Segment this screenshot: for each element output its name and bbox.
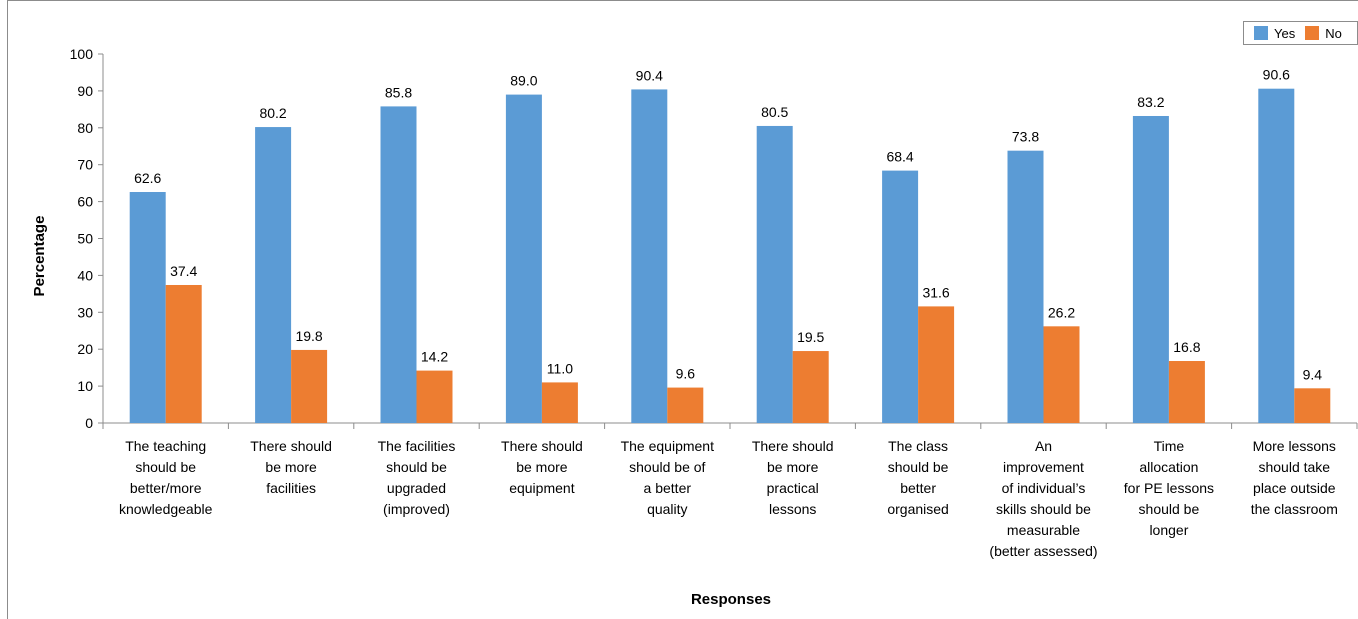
x-tick-label: An improvement of individual’s skills shoul… bbox=[989, 438, 1097, 559]
data-label-no: 19.5 bbox=[797, 329, 824, 345]
bar-no bbox=[416, 370, 453, 423]
y-tick-label: 40 bbox=[77, 267, 93, 283]
y-tick-label: 60 bbox=[77, 194, 93, 210]
bar-no bbox=[792, 351, 829, 423]
bar-yes bbox=[1258, 88, 1295, 423]
bar-yes bbox=[129, 192, 166, 423]
data-label-no: 31.6 bbox=[922, 284, 949, 300]
data-label-no: 26.2 bbox=[1048, 304, 1075, 320]
data-label-yes: 68.4 bbox=[886, 149, 913, 165]
bar-no bbox=[918, 306, 955, 423]
bar-yes bbox=[255, 127, 292, 423]
data-label-no: 14.2 bbox=[421, 349, 448, 365]
bar-yes bbox=[882, 170, 919, 423]
legend: Yes No bbox=[1243, 21, 1358, 45]
x-tick-label: There should be more equipment bbox=[501, 438, 583, 496]
x-tick-label: The equipment should be of a better quality bbox=[621, 438, 715, 517]
data-label-yes: 62.6 bbox=[134, 170, 161, 186]
legend-item-no: No bbox=[1305, 26, 1342, 41]
bar-yes bbox=[505, 94, 542, 423]
bar-no bbox=[1294, 388, 1331, 423]
y-tick-label: 90 bbox=[77, 83, 93, 99]
x-tick-label: The class should be better organised bbox=[887, 438, 949, 517]
y-tick-label: 0 bbox=[85, 415, 93, 431]
x-tick-label: More lessons should take place outside the … bbox=[1251, 438, 1338, 517]
data-label-yes: 85.8 bbox=[385, 84, 412, 100]
chart-frame bbox=[7, 0, 1358, 619]
bar-yes bbox=[380, 106, 417, 423]
bar-no bbox=[291, 349, 328, 423]
data-label-yes: 80.2 bbox=[259, 105, 286, 121]
bar-no bbox=[1043, 326, 1080, 423]
x-tick-label: The teaching should be better/more knowledg… bbox=[119, 438, 213, 517]
bar-no bbox=[541, 382, 578, 423]
bar-no bbox=[165, 284, 202, 423]
bar-no bbox=[667, 387, 704, 423]
legend-item-yes: Yes bbox=[1254, 26, 1295, 41]
x-tick-label: Time allocation for PE lessons should be lon… bbox=[1124, 438, 1214, 538]
data-label-yes: 73.8 bbox=[1012, 129, 1039, 145]
y-tick-label: 80 bbox=[77, 120, 93, 136]
y-tick-label: 100 bbox=[70, 46, 94, 62]
x-tick-label: The facilities should be upgraded (improved… bbox=[378, 438, 456, 517]
data-label-no: 19.8 bbox=[295, 328, 322, 344]
data-label-yes: 89.0 bbox=[510, 73, 537, 89]
x-tick-label: There should be more facilities bbox=[250, 438, 332, 496]
y-tick-label: 50 bbox=[77, 231, 93, 247]
legend-label-no: No bbox=[1325, 25, 1342, 41]
data-label-yes: 90.4 bbox=[636, 67, 663, 83]
x-axis-title: Responses bbox=[691, 591, 771, 608]
legend-label-yes: Yes bbox=[1274, 25, 1296, 41]
y-tick-label: 10 bbox=[77, 378, 93, 394]
data-label-yes: 83.2 bbox=[1137, 94, 1164, 110]
data-label-no: 37.4 bbox=[170, 263, 197, 279]
data-label-no: 11.0 bbox=[547, 360, 573, 376]
bar-yes bbox=[1007, 150, 1044, 424]
data-label-yes: 90.6 bbox=[1263, 67, 1290, 83]
y-tick-label: 30 bbox=[77, 304, 93, 320]
legend-swatch-yes bbox=[1254, 26, 1268, 40]
bar-no bbox=[1168, 361, 1205, 423]
y-tick-label: 20 bbox=[77, 341, 93, 357]
y-tick-label: 70 bbox=[77, 157, 93, 173]
legend-swatch-no bbox=[1305, 26, 1320, 40]
y-axis-title: Percentage bbox=[31, 216, 48, 297]
bar-yes bbox=[1132, 115, 1169, 423]
x-tick-label: There should be more practical lessons bbox=[752, 438, 834, 517]
bar-yes bbox=[756, 125, 793, 423]
data-label-yes: 80.5 bbox=[761, 104, 788, 120]
data-label-no: 9.6 bbox=[676, 366, 696, 382]
data-label-no: 16.8 bbox=[1173, 339, 1200, 355]
data-label-no: 9.4 bbox=[1303, 366, 1323, 382]
bar-yes bbox=[631, 89, 668, 423]
